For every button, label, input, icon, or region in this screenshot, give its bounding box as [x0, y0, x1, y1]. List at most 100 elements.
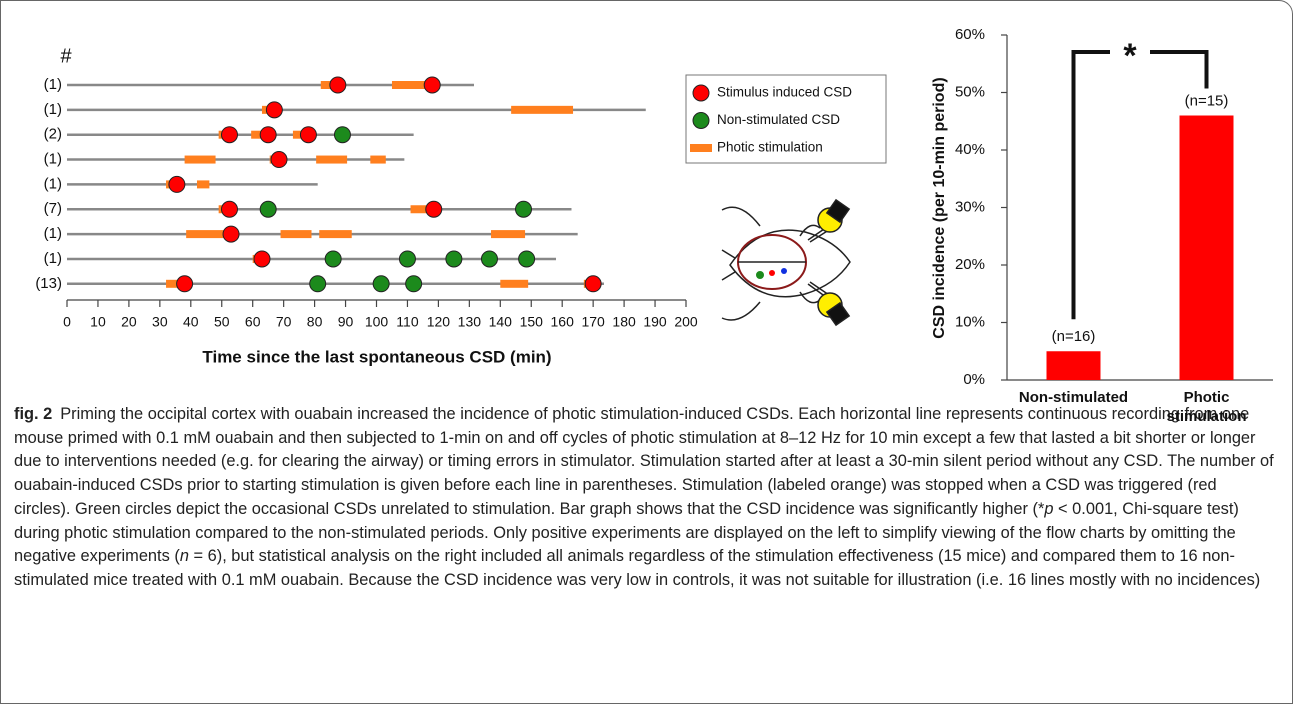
stimulation-bar — [186, 230, 232, 239]
legend-box — [685, 74, 887, 164]
x-tick-label: 130 — [458, 314, 482, 330]
x-tick-label: 160 — [551, 314, 575, 330]
non-stimulated-csd — [405, 275, 423, 293]
row-label: (2) — [44, 126, 62, 143]
non-stimulated-csd — [480, 250, 498, 268]
legend-label: Stimulus induced CSD — [717, 85, 852, 100]
induced-csd — [423, 76, 441, 94]
y-tick-label: 10% — [955, 313, 985, 330]
stimulation-bar — [196, 180, 210, 189]
y-tick-label: 60% — [955, 26, 985, 43]
row-label: (7) — [44, 200, 62, 217]
induced-csd — [253, 250, 271, 268]
bar — [1179, 115, 1234, 380]
legend-marker — [692, 112, 710, 129]
induced-csd — [270, 151, 288, 169]
legend-label: Photic stimulation — [717, 140, 823, 155]
non-stimulated-csd — [445, 250, 463, 268]
row-label: (1) — [44, 225, 62, 242]
induced-csd — [220, 200, 238, 218]
caption: fig. 2 Priming the occipital cortex with … — [14, 403, 1276, 593]
x-tick-label: 70 — [276, 314, 292, 330]
x-tick-label: 40 — [183, 314, 199, 330]
x-tick-label: 110 — [396, 314, 419, 330]
x-tick-label: 170 — [581, 314, 605, 330]
stimulation-bar — [511, 105, 574, 114]
non-stimulated-csd — [398, 250, 416, 268]
stimulation-bar — [370, 155, 386, 164]
caption-text: n — [179, 547, 189, 566]
stimulation-bar — [316, 155, 348, 164]
figure-charts: #0 10 20 30 40 50 60 70 80 90 100 110 120 130 140 150 16… — [35, 26, 1273, 388]
row-label: (1) — [44, 151, 62, 168]
induced-csd — [176, 275, 194, 293]
induced-csd — [265, 101, 283, 119]
x-tick-label: 190 — [643, 314, 667, 330]
bar — [1046, 351, 1101, 380]
x-tick-label: 150 — [520, 314, 544, 330]
n-label: (n=16) — [1052, 328, 1096, 345]
significance-bracket — [1071, 50, 1209, 320]
x-tick-label: 20 — [121, 314, 137, 330]
row-header: # — [60, 45, 72, 67]
induced-csd — [584, 275, 602, 293]
row-label: (13) — [35, 275, 62, 292]
non-stimulated-csd — [515, 200, 533, 218]
stimulation-bar — [500, 279, 529, 288]
row-label: (1) — [44, 101, 62, 118]
x-tick-label: Non-stimulated — [1018, 389, 1129, 406]
non-stimulated-csd — [372, 275, 390, 293]
non-stimulated-csd — [309, 275, 327, 293]
induced-csd — [220, 126, 238, 144]
x-axis-title: Time since the last spontaneous CSD (min… — [202, 347, 551, 366]
x-tick-label: 140 — [489, 314, 513, 330]
y-tick-label: 40% — [955, 141, 985, 158]
x-tick-label: 90 — [338, 314, 354, 330]
legend-label: Non-stimulated CSD — [717, 112, 840, 127]
significance-marker: * — [1123, 37, 1137, 75]
caption-label: fig. 2 — [14, 405, 53, 423]
y-tick-label: 0% — [963, 371, 985, 388]
induced-csd — [425, 200, 443, 218]
non-stimulated-csd — [518, 250, 536, 268]
stimulation-bar — [319, 230, 352, 239]
induced-csd — [259, 126, 277, 144]
stimulation-bar — [391, 81, 433, 89]
x-tick-label: 30 — [152, 314, 168, 330]
non-stimulated-csd — [333, 126, 351, 144]
caption-text: = 6), but statistical analysis on the ri… — [14, 547, 1261, 589]
stimulation-bar — [184, 155, 216, 164]
caption-text: < 0.001, Chi-square test) during photic … — [14, 499, 1239, 566]
x-tick-label: Photic stimulation — [1166, 389, 1247, 425]
mouse-diagram — [721, 198, 851, 327]
x-tick-label: 120 — [427, 314, 451, 330]
stimulation-bar — [280, 230, 312, 239]
x-tick-label: 180 — [612, 314, 636, 330]
stimulation-bar — [261, 105, 269, 114]
x-tick-label: 10 — [90, 314, 106, 330]
induced-csd — [329, 76, 347, 94]
n-label: (n=15) — [1185, 92, 1229, 109]
stimulation-bar — [410, 205, 427, 214]
legend-marker — [690, 144, 712, 152]
induced-csd — [222, 225, 240, 243]
caption-text: p — [1044, 499, 1054, 518]
y-axis-title: CSD incidence (per 10-min period) — [931, 77, 948, 338]
x-tick-label: 50 — [214, 314, 230, 330]
x-tick-label: 60 — [245, 314, 261, 330]
stimulation-bar — [292, 130, 303, 139]
x-tick-label: 100 — [365, 314, 389, 330]
y-tick-label: 30% — [955, 198, 985, 215]
stimulation-bar — [491, 230, 526, 239]
induced-csd — [168, 175, 186, 193]
row-label: (1) — [44, 250, 62, 267]
y-tick-label: 20% — [955, 256, 985, 273]
x-tick-label: 200 — [674, 314, 698, 330]
row-label: (1) — [44, 76, 62, 93]
induced-csd — [299, 126, 317, 144]
non-stimulated-csd — [259, 200, 277, 218]
stimulation-bar — [251, 130, 262, 139]
x-tick-label: 80 — [307, 314, 323, 330]
x-tick-label: 0 — [63, 314, 71, 330]
non-stimulated-csd — [324, 250, 342, 268]
